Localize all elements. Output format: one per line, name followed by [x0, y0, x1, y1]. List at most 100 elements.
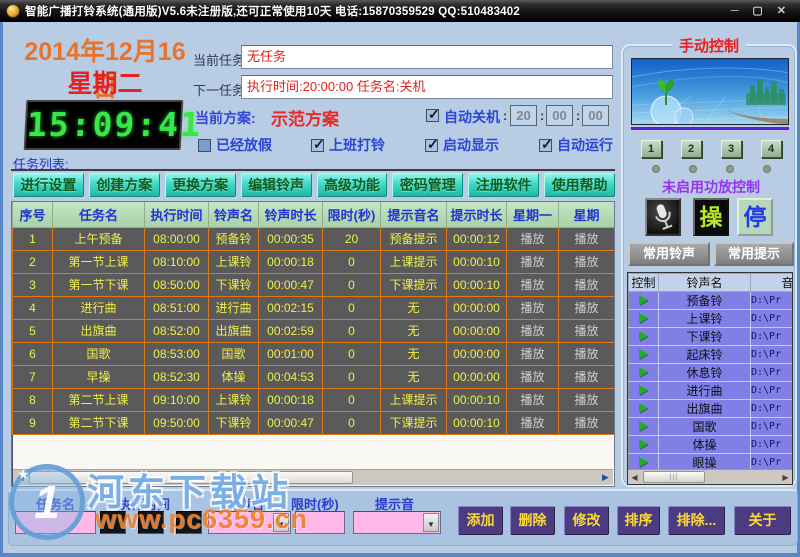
limit-seconds-input[interactable]: [295, 511, 345, 534]
column-header[interactable]: 铃声名: [658, 273, 751, 292]
task-cell[interactable]: 00:00:00: [446, 295, 507, 320]
task-cell[interactable]: 进行曲: [52, 295, 145, 320]
create-plan-button[interactable]: 创建方案: [88, 173, 160, 197]
task-row[interactable]: 1 上午预备 08:00:00 预备铃 00:00:35 20 预备提示 00:00:12 播放…: [12, 226, 614, 251]
play-icon[interactable]: [639, 438, 648, 449]
task-cell[interactable]: 08:10:00: [144, 249, 209, 274]
column-header[interactable]: 序号: [12, 202, 53, 228]
scrollbar-thumb[interactable]: [643, 471, 705, 483]
task-cell[interactable]: 播放: [506, 272, 559, 297]
task-cell[interactable]: 播放: [506, 318, 559, 343]
column-header[interactable]: 铃声名: [208, 202, 259, 228]
microphone-button[interactable]: [645, 198, 681, 236]
checkbox-icon[interactable]: [539, 136, 553, 153]
task-cell[interactable]: 00:00:10: [446, 410, 507, 435]
task-cell[interactable]: 00:00:10: [446, 387, 507, 412]
change-plan-button[interactable]: 更换方案: [164, 173, 236, 197]
task-cell[interactable]: 第一节下课: [52, 272, 145, 297]
task-cell[interactable]: 00:00:35: [258, 226, 323, 251]
ring-row[interactable]: 起床铃 D:\Pr: [628, 345, 792, 364]
ring-name-cell[interactable]: 休息铃: [658, 363, 751, 382]
task-cell[interactable]: 下课提示: [380, 410, 447, 435]
scroll-right-icon[interactable]: ▶: [602, 472, 609, 482]
task-cell[interactable]: 00:02:59: [258, 318, 323, 343]
task-cell[interactable]: 播放: [558, 249, 614, 274]
task-cell[interactable]: 无: [380, 341, 447, 366]
modify-button[interactable]: 修改: [564, 506, 609, 535]
task-row[interactable]: 2 第一节上课 08:10:00 上课铃 00:00:18 0 上课提示 00:00:10 播放…: [12, 249, 614, 274]
task-cell[interactable]: 播放: [558, 364, 614, 389]
task-cell[interactable]: 00:00:00: [446, 318, 507, 343]
task-cell[interactable]: 08:00:00: [144, 226, 209, 251]
task-cell[interactable]: 上课铃: [208, 387, 259, 412]
ring-row[interactable]: 进行曲 D:\Pr: [628, 381, 792, 400]
task-cell[interactable]: 0: [322, 272, 381, 297]
play-icon[interactable]: [639, 456, 648, 467]
task-cell[interactable]: 下课提示: [380, 272, 447, 297]
exec-second-input[interactable]: [176, 511, 202, 534]
task-cell[interactable]: 00:04:53: [258, 364, 323, 389]
task-cell[interactable]: 播放: [558, 226, 614, 251]
column-header[interactable]: 提示音名: [380, 202, 447, 228]
task-cell[interactable]: 2: [12, 249, 53, 274]
play-icon[interactable]: [639, 312, 648, 323]
stop-button[interactable]: 停: [737, 198, 773, 236]
task-cell[interactable]: 00:01:00: [258, 341, 323, 366]
prompt-sound-dropdown[interactable]: [353, 511, 441, 534]
task-cell[interactable]: 09:50:00: [144, 410, 209, 435]
task-cell[interactable]: 08:52:00: [144, 318, 209, 343]
task-cell[interactable]: 00:00:00: [446, 364, 507, 389]
ring-row[interactable]: 眼操 D:\Pr: [628, 453, 792, 472]
column-header[interactable]: 任务名: [52, 202, 145, 228]
task-cell[interactable]: 09:10:00: [144, 387, 209, 412]
task-cell[interactable]: 出旗曲: [208, 318, 259, 343]
common-prompts-button[interactable]: 常用提示: [714, 242, 794, 266]
channel-2-button[interactable]: 2: [680, 140, 702, 158]
task-cell[interactable]: 20: [322, 226, 381, 251]
ring-name-cell[interactable]: 国歌: [658, 417, 751, 436]
task-row[interactable]: 8 第二节上课 09:10:00 上课铃 00:00:18 0 上课提示 00:00:10 播放…: [12, 387, 614, 412]
ring-name-cell[interactable]: 进行曲: [658, 381, 751, 400]
task-cell[interactable]: 下课铃: [208, 410, 259, 435]
column-header[interactable]: 星期: [558, 202, 614, 228]
register-button[interactable]: 注册软件: [468, 173, 540, 197]
ring-row[interactable]: 休息铃 D:\Pr: [628, 363, 792, 382]
task-cell[interactable]: 下课铃: [208, 272, 259, 297]
task-cell[interactable]: 上课提示: [380, 249, 447, 274]
scroll-left-icon[interactable]: ◀: [17, 472, 24, 482]
task-cell[interactable]: 播放: [506, 226, 559, 251]
ring-list-hscrollbar[interactable]: ◀ ▶: [628, 469, 792, 484]
delete-button[interactable]: 删除: [510, 506, 555, 535]
task-cell[interactable]: 00:00:10: [446, 272, 507, 297]
task-cell[interactable]: 无: [380, 295, 447, 320]
task-cell[interactable]: 00:02:15: [258, 295, 323, 320]
task-cell[interactable]: 播放: [506, 410, 559, 435]
shutdown-minute-field[interactable]: 00: [546, 105, 573, 126]
task-cell[interactable]: 播放: [558, 387, 614, 412]
task-cell[interactable]: 播放: [506, 364, 559, 389]
ring-name-cell[interactable]: 起床铃: [658, 345, 751, 364]
task-cell[interactable]: 0: [322, 249, 381, 274]
edit-ring-button[interactable]: 编辑铃声: [240, 173, 312, 197]
task-cell[interactable]: 体操: [208, 364, 259, 389]
checkbox-auto-run[interactable]: 自动运行: [539, 135, 613, 155]
channel-4-button[interactable]: 4: [760, 140, 782, 158]
column-header[interactable]: 控制: [628, 273, 659, 292]
checkbox-icon[interactable]: [311, 136, 325, 153]
task-cell[interactable]: 08:52:30: [144, 364, 209, 389]
task-cell[interactable]: 08:50:00: [144, 272, 209, 297]
task-table-hscrollbar[interactable]: ◀ ▶: [13, 469, 613, 485]
current-task-field[interactable]: 无任务: [241, 45, 613, 69]
task-cell[interactable]: 0: [322, 364, 381, 389]
task-cell[interactable]: 预备提示: [380, 226, 447, 251]
exclude-button[interactable]: 排除...: [668, 506, 725, 535]
about-button[interactable]: 关于: [734, 506, 791, 535]
task-cell[interactable]: 9: [12, 410, 53, 435]
task-cell[interactable]: 预备铃: [208, 226, 259, 251]
shutdown-second-field[interactable]: 00: [582, 105, 609, 126]
scroll-right-icon[interactable]: ▶: [782, 473, 789, 482]
channel-1-button[interactable]: 1: [640, 140, 662, 158]
task-cell[interactable]: 播放: [558, 341, 614, 366]
chevron-down-icon[interactable]: [273, 513, 289, 532]
ring-row[interactable]: 下课铃 D:\Pr: [628, 327, 792, 346]
